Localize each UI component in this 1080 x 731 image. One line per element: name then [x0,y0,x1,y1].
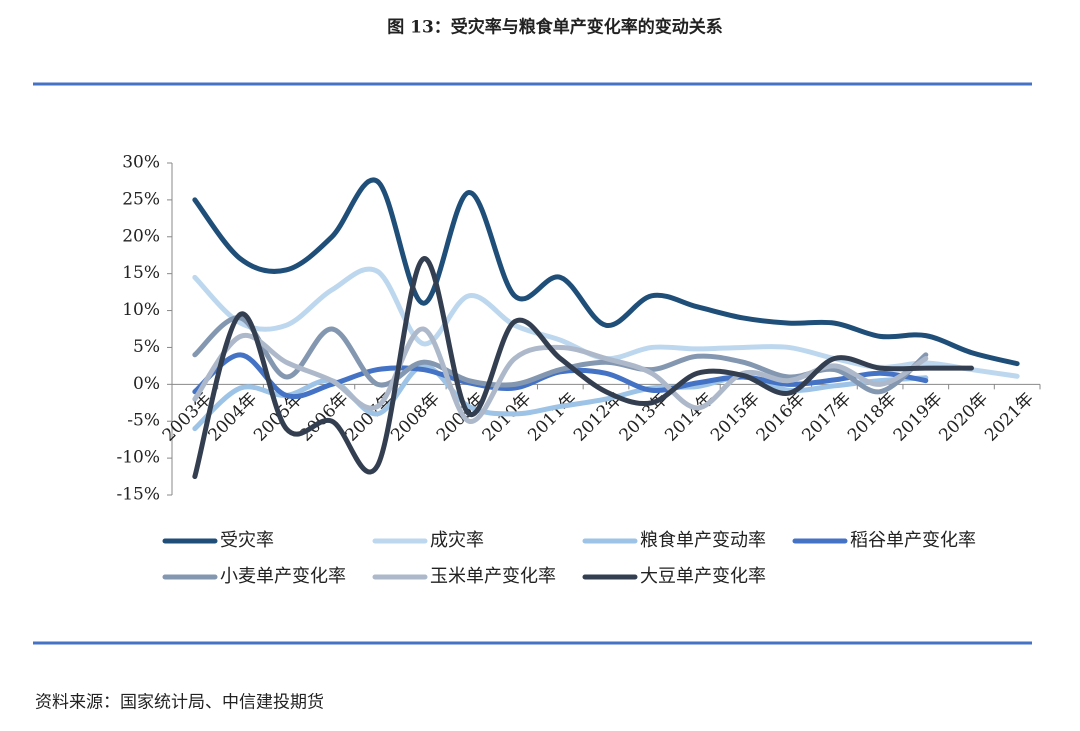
x-tick-label: 2019年 [890,389,947,446]
legend-label: 受灾率 [220,530,274,551]
y-tick-label: -10% [116,448,160,468]
y-tick-label: 15% [122,263,160,283]
series-line [192,326,929,424]
series-line [192,177,1020,367]
x-tick-label: 2017年 [798,389,855,446]
legend-label: 小麦单产变化率 [220,566,346,587]
x-tick-label: 2018年 [844,389,901,446]
y-tick-label: -5% [127,411,160,431]
x-tick-label: 2010年 [479,389,536,446]
legend-label: 粮食单产变动率 [640,530,766,551]
legend-label: 稻谷单产变化率 [850,530,976,551]
legend-label: 玉米单产变化率 [430,566,556,587]
y-tick-label: 0% [133,374,160,394]
x-tick-label: 2011年 [524,389,581,446]
series-line [192,256,974,480]
y-tick-label: 30% [122,153,160,173]
y-tick-label: 25% [122,189,160,209]
legend-label: 成灾率 [430,530,484,551]
legend-label: 大豆单产变化率 [640,566,766,587]
y-tick-label: 20% [122,226,160,246]
y-tick-label: -15% [116,485,160,505]
x-tick-label: 2021年 [981,389,1038,446]
chart-title: 图 13：受灾率与粮食单产变化率的变动关系 [387,17,723,38]
source-note: 资料来源：国家统计局、中信建投期货 [35,693,324,713]
x-tick-label: 2020年 [935,389,992,446]
x-tick-label: 2014年 [661,389,718,446]
y-tick-label: 5% [133,337,160,357]
x-tick-label: 2016年 [753,389,810,446]
y-tick-label: 10% [122,300,160,320]
